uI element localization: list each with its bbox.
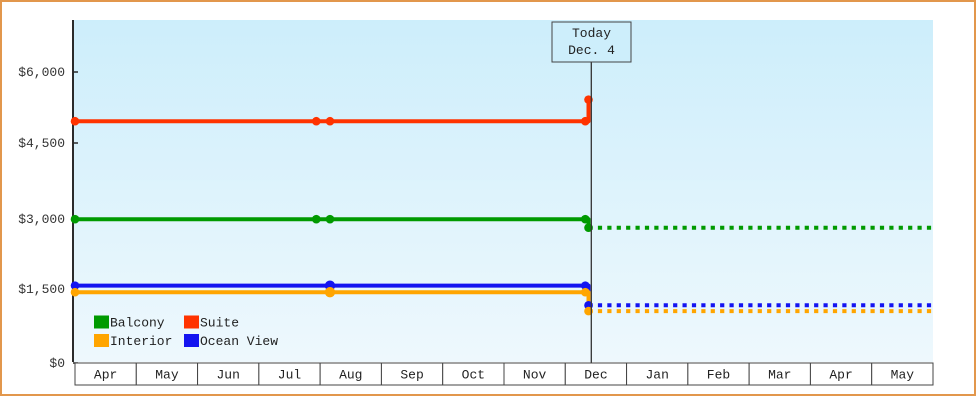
svg-text:$6,000: $6,000 — [18, 65, 65, 80]
svg-text:Balcony: Balcony — [110, 316, 165, 331]
svg-text:Suite: Suite — [200, 316, 239, 331]
svg-text:Apr: Apr — [94, 368, 117, 383]
svg-text:Jun: Jun — [217, 368, 240, 383]
svg-text:Aug: Aug — [339, 368, 362, 383]
svg-text:Ocean View: Ocean View — [200, 334, 278, 349]
svg-text:$3,000: $3,000 — [18, 212, 65, 227]
svg-text:Mar: Mar — [768, 368, 791, 383]
svg-text:Jan: Jan — [646, 368, 669, 383]
svg-text:Nov: Nov — [523, 368, 547, 383]
svg-text:Oct: Oct — [462, 368, 485, 383]
svg-text:Today: Today — [572, 26, 611, 41]
svg-text:Feb: Feb — [707, 368, 730, 383]
svg-text:$1,500: $1,500 — [18, 282, 65, 297]
svg-text:$0: $0 — [49, 356, 65, 371]
svg-text:Interior: Interior — [110, 334, 172, 349]
svg-text:May: May — [155, 368, 179, 383]
svg-text:May: May — [891, 368, 915, 383]
svg-text:$4,500: $4,500 — [18, 136, 65, 151]
svg-text:Dec. 4: Dec. 4 — [568, 43, 615, 58]
svg-text:Apr: Apr — [829, 368, 852, 383]
svg-text:Jul: Jul — [278, 368, 302, 383]
svg-text:Sep: Sep — [400, 368, 423, 383]
svg-text:Dec: Dec — [584, 368, 607, 383]
